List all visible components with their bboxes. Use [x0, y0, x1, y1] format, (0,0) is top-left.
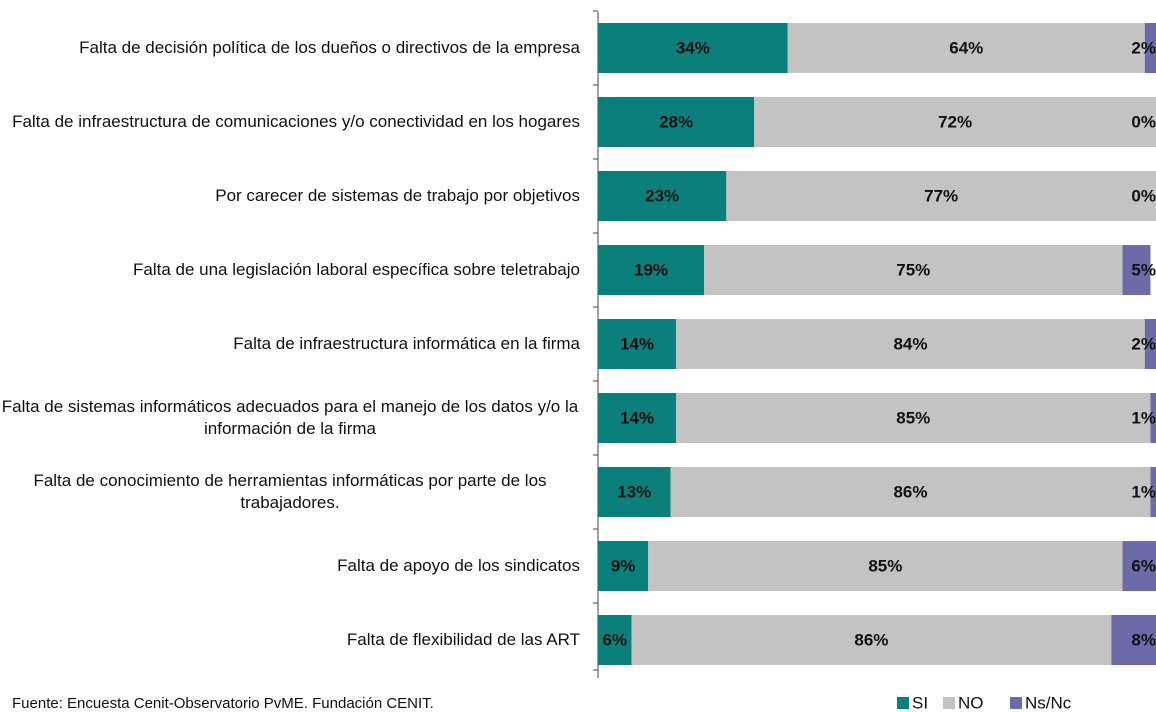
value-label: 1%	[1131, 408, 1156, 427]
bar-segment	[787, 23, 1145, 73]
bar-segment	[1150, 393, 1156, 443]
bar-segment	[1122, 541, 1156, 591]
category-label: Falta de conocimiento de herramientas in…	[0, 462, 580, 522]
category-text: Falta de conocimiento de herramientas in…	[33, 471, 547, 512]
bar-segment	[598, 245, 705, 295]
category-text: Falta de infraestructura informática en …	[233, 334, 580, 353]
value-label: 34%	[676, 38, 710, 57]
bar-segment	[1150, 467, 1156, 517]
value-label: 77%	[924, 186, 958, 205]
bar-segment	[598, 393, 677, 443]
bar-segment	[598, 615, 632, 665]
category-label: Falta de sistemas informáticos adecuados…	[0, 388, 580, 448]
category-label: Falta de decisión política de los dueños…	[0, 18, 580, 78]
value-label: 64%	[949, 38, 983, 57]
category-label: Falta de una legislación laboral específ…	[0, 240, 580, 300]
value-label: 28%	[659, 112, 693, 131]
bar-segment	[598, 541, 649, 591]
value-label: 2%	[1131, 38, 1156, 57]
value-label: 14%	[620, 408, 654, 427]
value-label: 2%	[1131, 334, 1156, 353]
value-label: 8%	[1131, 630, 1156, 649]
value-label: 9%	[611, 556, 636, 575]
value-label: 84%	[893, 334, 927, 353]
bar-segment	[631, 615, 1112, 665]
value-label: 6%	[1131, 556, 1156, 575]
bar-segment	[1144, 319, 1156, 369]
category-label: Por carecer de sistemas de trabajo por o…	[0, 166, 580, 226]
value-label: 5%	[1131, 260, 1156, 279]
legend-label: NO	[958, 693, 984, 712]
bar-segment	[648, 541, 1123, 591]
source: Fuente: Encuesta Cenit-Observatorio PvME…	[12, 695, 434, 712]
value-label: 72%	[938, 112, 972, 131]
bar-segment	[598, 319, 677, 369]
value-label: 0%	[1131, 112, 1156, 131]
category-text: Falta de infraestructura de comunicacion…	[12, 112, 580, 131]
category-text: Falta de sistemas informáticos adecuados…	[1, 397, 579, 438]
category-text: Falta de apoyo de los sindicatos	[337, 556, 580, 575]
value-label: 85%	[868, 556, 902, 575]
bar-segment	[1144, 23, 1156, 73]
legend-swatch	[897, 697, 909, 709]
bar-segment	[754, 97, 1156, 147]
category-label: Falta de infraestructura informática en …	[0, 314, 580, 374]
legend-label: SI	[912, 693, 928, 712]
value-label: 85%	[896, 408, 930, 427]
bar-segment	[598, 97, 755, 147]
bar-segment	[676, 393, 1151, 443]
value-label: 0%	[1131, 186, 1156, 205]
bar-segment	[598, 23, 788, 73]
category-text: Falta de flexibilidad de las ART	[346, 630, 580, 649]
bar-segment	[1111, 615, 1156, 665]
value-label: 23%	[645, 186, 679, 205]
value-label: 19%	[634, 260, 668, 279]
category-text: Por carecer de sistemas de trabajo por o…	[215, 186, 580, 205]
value-label: 1%	[1131, 482, 1156, 501]
value-label: 86%	[854, 630, 888, 649]
bar-segment	[670, 467, 1151, 517]
legend-swatch	[943, 697, 955, 709]
bar-segment	[598, 467, 671, 517]
bar-segment	[704, 245, 1123, 295]
category-label: Falta de apoyo de los sindicatos	[0, 536, 580, 596]
category-text: Falta de una legislación laboral específ…	[133, 260, 580, 279]
bar-segment	[1122, 245, 1151, 295]
category-label: Falta de infraestructura de comunicacion…	[0, 92, 580, 152]
category-label: Falta de flexibilidad de las ART	[0, 610, 580, 670]
category-text: Falta de decisión política de los dueños…	[79, 38, 580, 57]
value-label: 86%	[893, 482, 927, 501]
legend-swatch	[1010, 697, 1022, 709]
legend-label: Ns/Nc	[1025, 693, 1072, 712]
value-label: 6%	[602, 630, 627, 649]
value-label: 13%	[617, 482, 651, 501]
bar-segment	[598, 171, 727, 221]
bar-segment	[676, 319, 1145, 369]
bar-segment	[726, 171, 1156, 221]
value-label: 14%	[620, 334, 654, 353]
value-label: 75%	[896, 260, 930, 279]
